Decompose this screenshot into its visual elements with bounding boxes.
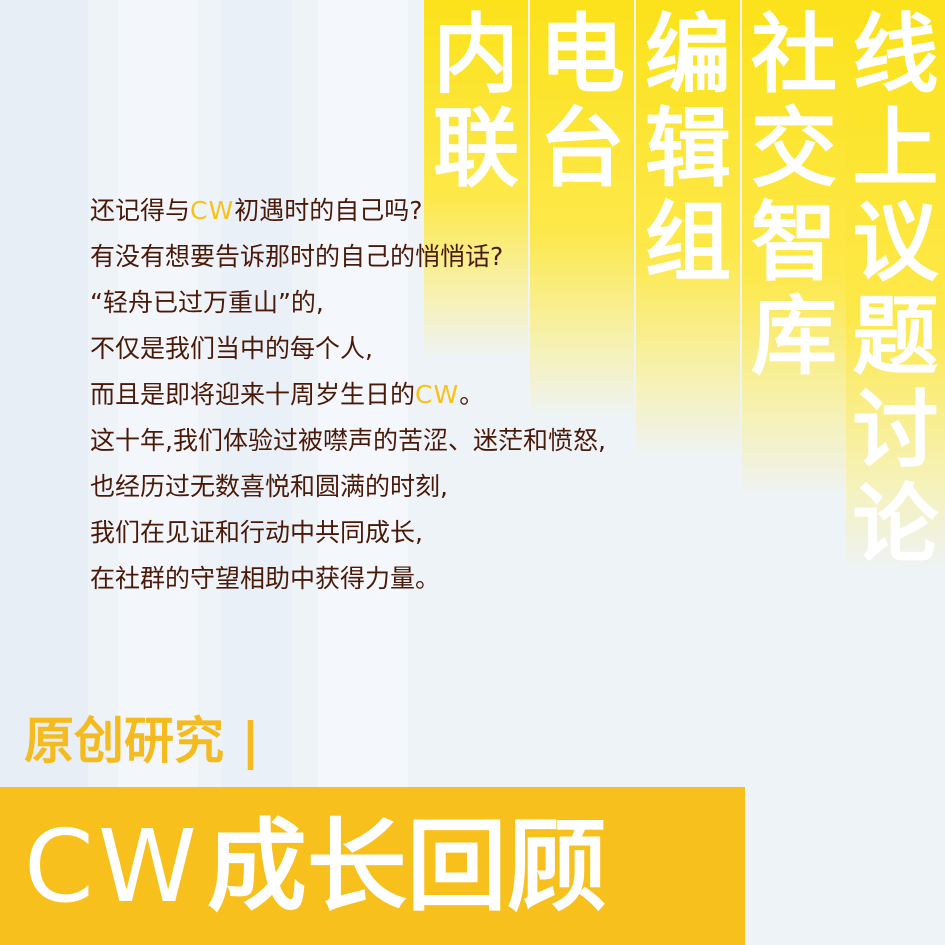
- poem-line-text: 我们在见证和行动中共同成长,: [90, 518, 423, 547]
- column-heading-text: 线上议题讨论: [853, 8, 939, 572]
- poem-line: 在社群的守望相助中获得力量。: [90, 556, 606, 602]
- cw-logo-inline: CW: [415, 380, 460, 409]
- column-heading-char: 题: [852, 287, 939, 387]
- column-heading-text: 内联: [433, 8, 519, 196]
- column-heading: 电台: [530, 0, 634, 420]
- title-banner: [0, 787, 745, 945]
- column-heading-char: 讨: [852, 381, 939, 481]
- poem-line-text: 有没有想要告诉那时的自己的悄悄话?: [90, 242, 504, 271]
- poem-line-text: 而且是即将迎来十周岁生日的: [90, 380, 416, 409]
- poem-line-text: 在社群的守望相助中获得力量。: [90, 564, 441, 593]
- column-heading-char: 组: [645, 193, 731, 293]
- column-heading-char: 内: [433, 5, 519, 105]
- cw-logo-inline: CW: [190, 196, 235, 225]
- column-heading-text: 社交智库: [751, 8, 837, 384]
- poem-line-text: 不仅是我们当中的每个人,: [90, 334, 373, 363]
- column-heading-char: 线: [852, 5, 939, 105]
- poem-line-text: 初遇时的自己吗?: [234, 196, 423, 225]
- column-heading: 线上议题讨论: [846, 0, 945, 575]
- column-heading: 社交智库: [742, 0, 846, 500]
- poem-line-text: 也经历过无数喜悦和圆满的时刻,: [90, 472, 448, 501]
- column-gradient: [636, 0, 740, 460]
- poem-line: “轻舟已过万重山”的,: [90, 280, 606, 326]
- column-heading-char: 辑: [645, 99, 731, 199]
- column-heading-char: 议: [852, 193, 939, 293]
- column-heading-char: 论: [852, 475, 939, 575]
- column-gradient: [530, 0, 634, 420]
- column-heading-char: 智: [751, 193, 837, 293]
- column-gradient: [742, 0, 846, 500]
- column-heading: 编辑组: [636, 0, 740, 460]
- poem-line-text: “轻舟已过万重山”的,: [90, 288, 324, 317]
- poem-line: 也经历过无数喜悦和圆满的时刻,: [90, 464, 606, 510]
- column-heading-char: 交: [751, 99, 837, 199]
- poem-line: 而且是即将迎来十周岁生日的CW。: [90, 372, 606, 418]
- column-heading-char: 社: [751, 5, 837, 105]
- column-heading-char: 库: [751, 287, 837, 387]
- series-label: 原创研究 |: [24, 712, 260, 770]
- column-heading-char: 编: [645, 5, 731, 105]
- poem-line: 还记得与CW初遇时的自己吗?: [90, 188, 606, 234]
- poem-line-text: 还记得与: [90, 196, 191, 225]
- column-gradient: [424, 0, 528, 360]
- column-heading-text: 电台: [539, 8, 625, 196]
- column-gradient: [846, 0, 945, 575]
- banner-cw-logo: CW: [24, 808, 201, 925]
- column-heading-char: 电: [539, 5, 625, 105]
- poem-line-text: 。: [459, 380, 485, 409]
- poem-text: 还记得与CW初遇时的自己吗? 有没有想要告诉那时的自己的悄悄话? “轻舟已过万重山”…: [90, 188, 606, 602]
- poem-line-text: 这十年,我们体验过被噤声的苦涩、迷茫和愤怒,: [90, 426, 606, 455]
- poem-line: 不仅是我们当中的每个人,: [90, 326, 606, 372]
- column-heading-text: 编辑组: [645, 8, 731, 290]
- poem-line: 这十年,我们体验过被噤声的苦涩、迷茫和愤怒,: [90, 418, 606, 464]
- column-heading-char: 台: [539, 99, 625, 199]
- banner-title: CW 成长回顾: [24, 804, 607, 930]
- column-heading: 内联: [424, 0, 528, 360]
- banner-title-text: 成长回顾: [206, 808, 607, 925]
- poem-line: 我们在见证和行动中共同成长,: [90, 510, 606, 556]
- poem-line: 有没有想要告诉那时的自己的悄悄话?: [90, 234, 606, 280]
- column-heading-char: 上: [852, 99, 939, 199]
- column-heading-char: 联: [433, 99, 519, 199]
